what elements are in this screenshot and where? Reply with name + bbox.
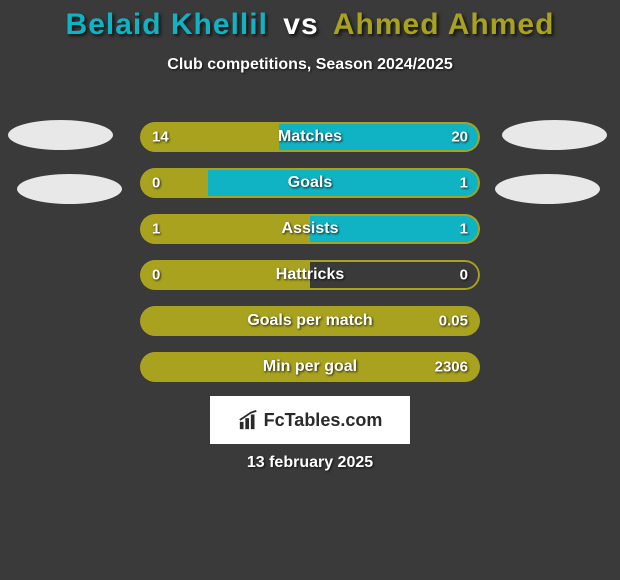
stat-row: 2306 Min per goal (140, 352, 480, 382)
stat-value-left: 1 (152, 221, 160, 238)
stat-value-right: 1 (460, 175, 468, 192)
stat-value-right: 20 (451, 129, 468, 146)
stat-value-left: 0 (152, 267, 160, 284)
player2-name: Ahmed Ahmed (333, 8, 555, 41)
stat-value-right: 2306 (435, 359, 468, 376)
stat-value-right: 0 (460, 267, 468, 284)
vs-text: vs (283, 8, 318, 41)
stat-label: Matches (278, 128, 342, 146)
stat-value-left: 14 (152, 129, 169, 146)
stat-bar-left (140, 168, 208, 198)
player1-avatar-top (8, 120, 113, 150)
stats-container: 14 20 Matches 0 1 Goals 1 1 Assists 0 0 Hattricks 0.… (140, 122, 480, 398)
stat-row: 0.05 Goals per match (140, 306, 480, 336)
stat-value-right: 1 (460, 221, 468, 238)
stat-label: Hattricks (276, 266, 344, 284)
stat-label: Goals (288, 174, 332, 192)
stat-label: Assists (282, 220, 339, 238)
stat-row: 14 20 Matches (140, 122, 480, 152)
player1-name: Belaid Khellil (66, 8, 268, 41)
stat-value-left: 0 (152, 175, 160, 192)
stat-row: 0 0 Hattricks (140, 260, 480, 290)
stat-bar-right (208, 168, 480, 198)
player1-avatar-bottom (17, 174, 122, 204)
date-text: 13 february 2025 (247, 454, 373, 472)
stat-row: 1 1 Assists (140, 214, 480, 244)
stat-label: Goals per match (247, 312, 372, 330)
subtitle: Club competitions, Season 2024/2025 (0, 56, 620, 74)
stat-label: Min per goal (263, 358, 357, 376)
fctables-logo: FcTables.com (210, 396, 410, 444)
chart-icon (238, 409, 260, 431)
comparison-title: Belaid Khellil vs Ahmed Ahmed (0, 0, 620, 42)
player2-avatar-top (502, 120, 607, 150)
logo-text: FcTables.com (264, 410, 383, 431)
stat-value-right: 0.05 (439, 313, 468, 330)
player2-avatar-bottom (495, 174, 600, 204)
stat-row: 0 1 Goals (140, 168, 480, 198)
